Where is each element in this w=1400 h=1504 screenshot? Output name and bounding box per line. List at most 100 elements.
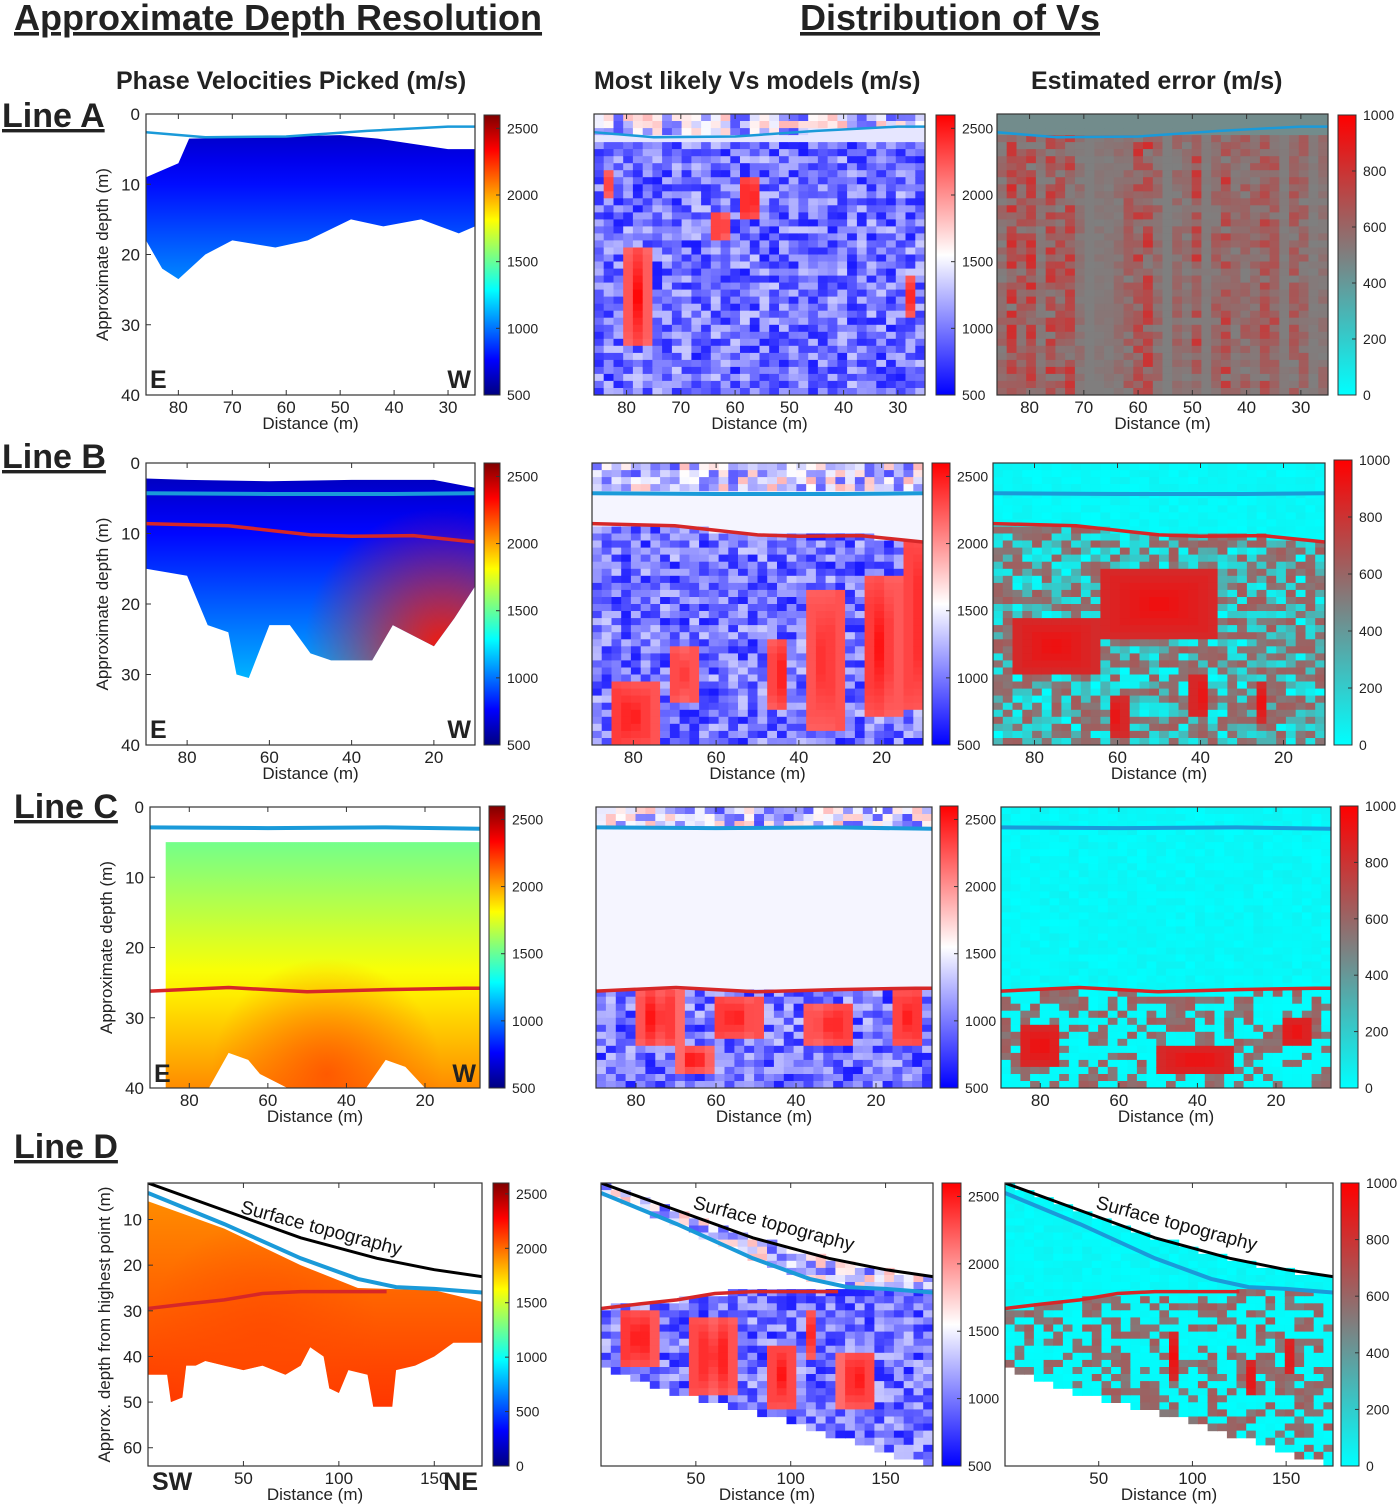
colorbar: 2500 2000 1500 1000 500 — [939, 805, 996, 1096]
plot-frame — [1004, 1182, 1334, 1467]
panel-a-vs: 80 70 60 50 40 30 Distance (m) 2500 2000 1500 1000… — [593, 113, 993, 433]
row-line-c: 80 60 40 20 Distance (m) 0 10 20 30 40 Approximate… — [97, 798, 1396, 1126]
water-table-line — [997, 125, 1328, 139]
x-tick-label: 40 — [385, 398, 404, 417]
plot-area — [146, 478, 475, 678]
x-tick-label: 20 — [424, 748, 443, 767]
colorbar-tick-label: 1000 — [512, 1013, 543, 1029]
y-tick-label: 20 — [121, 246, 140, 265]
x-tick-label: 40 — [789, 748, 808, 767]
colorbar-tick-label: 1500 — [968, 1323, 999, 1339]
interface-line — [148, 1289, 387, 1311]
plot-area — [146, 125, 475, 280]
colorbar-tick-label: 500 — [957, 737, 981, 753]
x-tick-label: 70 — [1074, 398, 1093, 417]
colorbar-tick-label: 1000 — [962, 320, 993, 336]
x-axis-label: Distance (m) — [711, 414, 807, 433]
x-tick-label: 100 — [325, 1469, 353, 1488]
colorbar-tick-label: 0 — [1363, 387, 1371, 403]
panel-d-phase: 50 100 150 Distance (m) 10 20 30 40 50 60 Approx. … — [95, 1182, 547, 1504]
velocity-coverage — [146, 135, 475, 280]
x-tick-label: 80 — [1031, 1091, 1050, 1110]
x-tick-label: 80 — [178, 748, 197, 767]
x-tick-label: 150 — [420, 1469, 448, 1488]
colorbar-gradient — [1339, 805, 1359, 1089]
colorbar-tick-label: 200 — [1366, 1401, 1390, 1417]
y-tick-label: 50 — [123, 1393, 142, 1412]
colorbar-tick-label: 2000 — [512, 879, 543, 895]
row-label-line-a: Line A — [2, 97, 105, 135]
colorbar-tick-label: 0 — [1366, 1458, 1374, 1474]
x-tick-label: 80 — [1025, 748, 1044, 767]
plot-area — [594, 114, 925, 395]
colorbar: 2500 2000 1500 1000 500 — [483, 462, 538, 753]
colorbar-tick-label: 2500 — [507, 468, 538, 484]
colorbar-tick-label: 400 — [1359, 623, 1383, 639]
colorbar-tick-label: 2000 — [965, 879, 996, 895]
colorbar-tick-label: 2000 — [968, 1256, 999, 1272]
colorbar-tick-label: 2500 — [957, 468, 988, 484]
x-tick-label: 60 — [1109, 1091, 1128, 1110]
interface-line — [150, 985, 480, 994]
colorbar-tick-label: 800 — [1363, 163, 1387, 179]
x-tick-label: 40 — [342, 748, 361, 767]
water-table-line — [993, 491, 1325, 496]
x-tick-label: 30 — [888, 398, 907, 417]
colorbar-gradient — [935, 114, 956, 396]
plot-area — [150, 825, 480, 1088]
y-tick-label: 40 — [125, 1079, 144, 1098]
plot-area — [596, 807, 932, 1088]
x-axis-label: Distance (m) — [262, 764, 358, 783]
plot-area — [601, 1183, 933, 1466]
x-tick-label: 40 — [787, 1091, 806, 1110]
water-table-line — [1005, 1191, 1333, 1295]
colorbar-tick-label: 2500 — [962, 120, 993, 136]
colorbar: 2500 2000 1500 1000 500 — [488, 805, 543, 1096]
colorbar-tick-label: 600 — [1359, 566, 1383, 582]
y-tick-label: 10 — [121, 525, 140, 544]
x-tick-label: 150 — [871, 1469, 899, 1488]
colorbar-tick-label: 1000 — [1366, 1175, 1397, 1191]
plot-area — [148, 1183, 482, 1407]
colorbar-gradient — [483, 462, 501, 746]
x-tick-label: 50 — [780, 398, 799, 417]
colorbar: 1000 800 600 400 200 0 — [1339, 798, 1396, 1096]
colorbar-tick-label: 0 — [1359, 737, 1367, 753]
x-tick-label: 60 — [726, 398, 745, 417]
colorbar: 2500 2000 1500 1000 500 — [935, 114, 993, 403]
y-axis-label: Approximate depth (m) — [97, 861, 116, 1034]
colorbar: 2500 2000 1500 1000 500 — [931, 462, 988, 753]
x-axis-label: Distance (m) — [1111, 764, 1207, 783]
water-table-line — [594, 125, 925, 139]
plot-frame — [147, 1182, 483, 1467]
colorbar-tick-label: 500 — [507, 387, 531, 403]
colorbar-tick-label: 1500 — [507, 254, 538, 270]
colorbar-tick-label: 400 — [1366, 1345, 1390, 1361]
colorbar-tick-label: 500 — [512, 1080, 536, 1096]
velocity-high-zone — [148, 1201, 482, 1407]
water-table-line — [146, 491, 475, 496]
row-line-a: 80 70 60 50 40 30 Distance (m) 0 10 20 30 40 Approxi… — [93, 105, 1394, 433]
colorbar-tick-label: 2000 — [507, 536, 538, 552]
colorbar-tick-label: 500 — [968, 1458, 992, 1474]
y-tick-label: 30 — [121, 316, 140, 335]
panel-b-vs: 80 60 40 20 Distance (m) 2500 2000 1500 1000 500 — [591, 462, 988, 783]
row-label-line-b: Line B — [2, 438, 106, 476]
colorbar-tick-label: 2500 — [968, 1188, 999, 1204]
y-tick-label: 40 — [123, 1347, 142, 1366]
colorbar-tick-label: 200 — [1365, 1024, 1389, 1040]
panel-a-phase: 80 70 60 50 40 30 Distance (m) 0 10 20 30 40 Approxi… — [93, 105, 538, 433]
panel-c-vs: 80 60 40 20 Distance (m) 2500 2000 1500 1000 500 — [595, 805, 996, 1126]
x-axis-label: Distance (m) — [709, 764, 805, 783]
plot-area — [1001, 807, 1331, 1088]
colorbar-tick-label: 1000 — [968, 1391, 999, 1407]
plot-area — [1005, 1183, 1333, 1466]
water-table-line — [1001, 825, 1331, 831]
x-tick-label: 150 — [1272, 1469, 1300, 1488]
x-tick-label: 80 — [1020, 398, 1039, 417]
colorbar: 1000 800 600 400 200 0 — [1337, 107, 1394, 403]
x-tick-label: 80 — [627, 1091, 646, 1110]
x-tick-label: 20 — [872, 748, 891, 767]
colorbar-tick-label: 0 — [1365, 1080, 1373, 1096]
x-tick-label: 70 — [671, 398, 690, 417]
